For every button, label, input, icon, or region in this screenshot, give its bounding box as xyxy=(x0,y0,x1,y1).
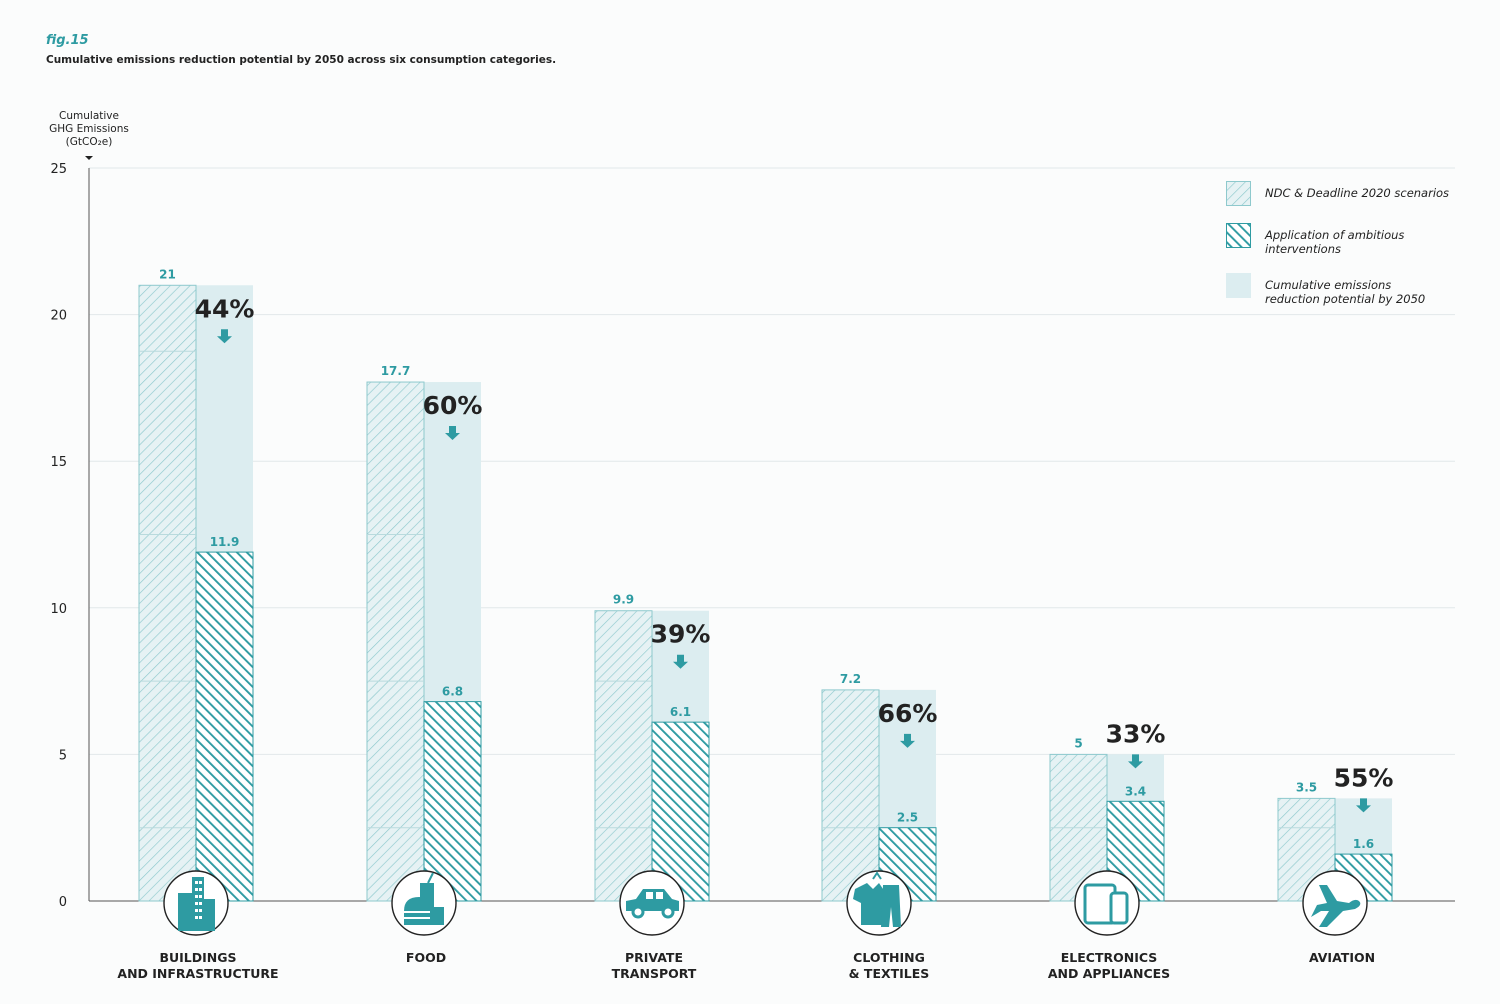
down-arrow-icon xyxy=(1128,754,1143,769)
y-axis-label-line: (GtCO₂e) xyxy=(65,136,113,148)
window-shape xyxy=(199,881,202,884)
cup-shape xyxy=(430,907,444,925)
reduction-percent: 33% xyxy=(1106,719,1166,748)
legend-swatch-reduction xyxy=(1226,273,1251,298)
window-shape xyxy=(195,902,198,905)
buildings-icon xyxy=(163,870,229,936)
data-label-ambitious: 6.8 xyxy=(442,685,463,699)
car-body-shape xyxy=(626,889,679,911)
building-shape xyxy=(204,899,215,931)
straw-shape xyxy=(427,872,434,884)
pants-shape xyxy=(881,885,901,927)
data-label-ambitious: 6.1 xyxy=(670,705,691,719)
car-wheel-shape xyxy=(661,905,675,919)
window-shape xyxy=(199,909,202,912)
y-tick-label: 0 xyxy=(59,895,67,910)
legend-swatch-ndc xyxy=(1226,181,1251,206)
airplane-shape xyxy=(1311,885,1361,927)
car-wheel-shape xyxy=(631,905,645,919)
legend-item-ndc: NDC & Deadline 2020 scenarios xyxy=(1226,181,1466,206)
shirt-shape xyxy=(853,883,883,925)
y-tick-label: 10 xyxy=(50,602,67,617)
data-label-ambitious: 1.6 xyxy=(1353,837,1374,851)
window-shape xyxy=(195,916,198,919)
figure-label: fig.15 xyxy=(46,33,89,48)
category-label-food: FOOD xyxy=(405,950,447,965)
reduction-percent: 55% xyxy=(1334,763,1394,792)
down-arrow-icon xyxy=(673,654,688,669)
electronics-icon xyxy=(1074,870,1140,936)
reduction-area xyxy=(196,285,253,553)
category-label-electronics: ELECTRONICS AND APPLIANCES xyxy=(1047,950,1171,981)
car-window-shape xyxy=(656,892,663,899)
window-shape xyxy=(199,895,202,898)
legend-label-ndc: NDC & Deadline 2020 scenarios xyxy=(1265,186,1450,200)
legend-swatch-ambitious xyxy=(1226,223,1251,248)
figure-caption: Cumulative emissions reduction potential… xyxy=(46,54,557,66)
data-label-ndc: 5 xyxy=(1074,736,1082,750)
data-label-ambitious: 2.5 xyxy=(897,811,918,825)
data-label-ndc: 9.9 xyxy=(613,593,634,607)
y-tick-label: 25 xyxy=(50,162,67,177)
legend: NDC & Deadline 2020 scenarios Applicatio… xyxy=(1226,181,1466,323)
window-shape xyxy=(195,881,198,884)
window-shape xyxy=(199,902,202,905)
data-label-ambitious: 11.9 xyxy=(210,535,240,549)
hanger-shape xyxy=(872,871,882,880)
burger-top-shape xyxy=(404,897,434,911)
bar-ndc xyxy=(821,689,880,902)
bar-ndc xyxy=(594,610,653,902)
data-label-ndc: 21 xyxy=(159,267,176,281)
burger-patty-shape xyxy=(404,913,434,917)
window-shape xyxy=(199,916,202,919)
y-tick-label: 5 xyxy=(59,748,67,763)
building-shape xyxy=(178,893,192,931)
legend-item-ambitious: Application of ambitious interventions xyxy=(1226,223,1466,256)
window-shape xyxy=(195,909,198,912)
data-label-ndc: 3.5 xyxy=(1296,780,1317,794)
bar-ambitious xyxy=(423,701,482,902)
clothing-icon xyxy=(846,870,912,936)
down-arrow-icon xyxy=(900,733,915,748)
phone-shape xyxy=(1109,891,1129,925)
category-label-transport: PRIVATE TRANSPORT xyxy=(611,950,697,981)
bar-ndc xyxy=(138,284,197,902)
window-shape xyxy=(195,888,198,891)
y-tick-label: 20 xyxy=(50,309,67,324)
y-axis-arrow xyxy=(85,156,93,160)
car-icon xyxy=(619,870,685,936)
window-shape xyxy=(199,888,202,891)
y-axis-label: Cumulative GHG Emissions (GtCO₂e) xyxy=(40,110,138,149)
legend-item-reduction: Cumulative emissions reduction potential… xyxy=(1226,273,1466,306)
down-arrow-icon xyxy=(445,426,460,441)
burger-bottom-shape xyxy=(404,919,434,925)
data-label-ndc: 17.7 xyxy=(381,364,411,378)
food-icon xyxy=(391,870,457,936)
window-shape xyxy=(195,895,198,898)
data-label-ambitious: 3.4 xyxy=(1125,784,1146,798)
car-window-shape xyxy=(646,892,653,899)
legend-label-reduction: Cumulative emissions reduction potential… xyxy=(1265,278,1426,306)
category-label-clothing: CLOTHING & TEXTILES xyxy=(848,950,930,981)
bar-ambitious xyxy=(195,551,254,902)
bar-ndc xyxy=(366,381,425,902)
category-label-buildings: BUILDINGS AND INFRASTRUCTURE xyxy=(117,950,279,981)
y-axis-label-line: GHG Emissions xyxy=(49,123,129,135)
reduction-percent: 66% xyxy=(878,699,938,728)
reduction-percent: 44% xyxy=(195,294,255,323)
y-tick-label: 15 xyxy=(50,455,67,470)
legend-label-ambitious: Application of ambitious interventions xyxy=(1265,228,1405,256)
down-arrow-icon xyxy=(217,329,232,344)
y-axis-label-line: Cumulative xyxy=(59,110,119,122)
airplane-icon xyxy=(1302,870,1368,936)
data-label-ndc: 7.2 xyxy=(840,672,861,686)
reduction-percent: 39% xyxy=(651,620,711,649)
down-arrow-icon xyxy=(1356,798,1371,813)
category-label-aviation: AVIATION xyxy=(1308,950,1376,965)
reduction-percent: 60% xyxy=(423,391,483,420)
reduction-area xyxy=(879,689,936,828)
